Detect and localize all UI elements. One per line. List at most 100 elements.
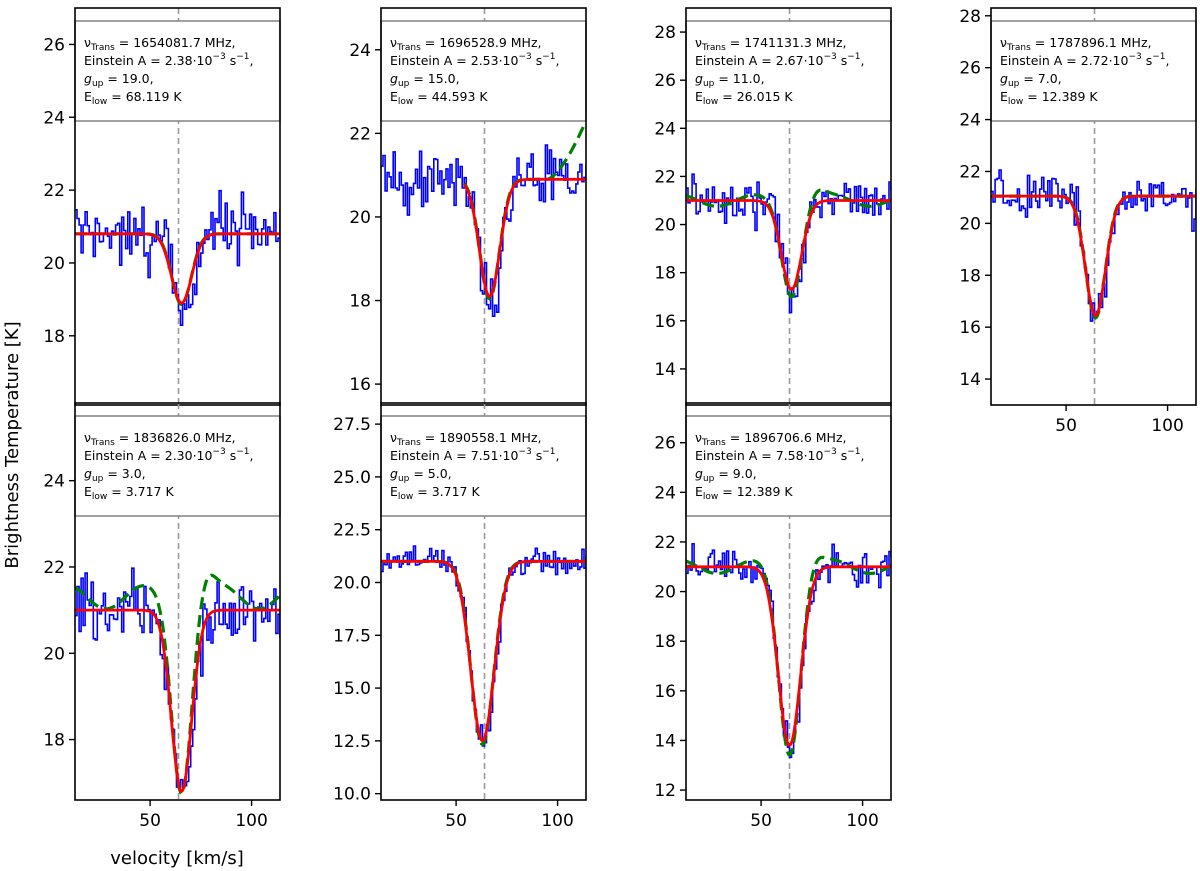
panel-3: νTrans = 1741131.3 MHz,Einstein A = 2.67… bbox=[654, 7, 892, 406]
model-full-fit bbox=[381, 559, 586, 747]
elow-label: Elow = 3.717 K bbox=[390, 484, 480, 502]
gup-value: = 9.0, bbox=[714, 466, 756, 481]
panel-6: νTrans = 1890558.1 MHz,Einstein A = 7.51… bbox=[333, 402, 587, 831]
y-tick-label: 22 bbox=[654, 167, 676, 187]
y-tick-label: 18 bbox=[43, 731, 65, 751]
nu-trans-label: νTrans = 1741131.3 MHz, bbox=[695, 35, 847, 53]
einstein-a-label: Einstein A = 2.72·10−3 s−1, bbox=[1000, 52, 1170, 68]
y-tick-label: 26 bbox=[654, 434, 676, 454]
y-tick-label: 28 bbox=[959, 7, 981, 27]
y-tick-label: 24 bbox=[43, 472, 65, 492]
y-tick-label: 16 bbox=[654, 312, 676, 332]
plot-area bbox=[686, 8, 891, 405]
panel-5: νTrans = 1836826.0 MHz,Einstein A = 2.30… bbox=[43, 402, 281, 831]
elow-label: Elow = 68.119 K bbox=[84, 89, 182, 107]
gup-value: = 7.0, bbox=[1019, 71, 1061, 86]
nu-trans-value: = 1787896.1 MHz, bbox=[1031, 35, 1152, 50]
y-tick-label: 20 bbox=[959, 214, 981, 234]
axes-frame bbox=[380, 7, 587, 406]
y-tick-label: 12 bbox=[654, 781, 676, 801]
elow-value: = 12.389 K bbox=[718, 484, 793, 499]
nu-trans-value: = 1696528.9 MHz, bbox=[421, 35, 542, 50]
panel-2: νTrans = 1696528.9 MHz,Einstein A = 2.53… bbox=[349, 7, 587, 406]
model-line-fit bbox=[463, 177, 586, 298]
y-tick-label: 20 bbox=[349, 208, 371, 228]
y-tick-label: 15.0 bbox=[333, 679, 371, 699]
nu-trans-label: νTrans = 1890558.1 MHz, bbox=[390, 430, 542, 448]
y-tick-label: 24 bbox=[349, 41, 371, 61]
model-line-fit bbox=[991, 194, 1196, 318]
gup-value: = 3.0, bbox=[103, 466, 145, 481]
x-tick-label: 100 bbox=[235, 811, 267, 831]
gup-label: gup = 15.0, bbox=[390, 71, 460, 89]
gup-value: = 19.0, bbox=[103, 71, 153, 86]
x-axis-title: velocity [km/s] bbox=[110, 848, 244, 869]
gup-label: gup = 7.0, bbox=[1000, 71, 1062, 89]
nu-trans-value: = 1836826.0 MHz, bbox=[115, 430, 236, 445]
axes-frame bbox=[380, 402, 587, 801]
panel-4: νTrans = 1787896.1 MHz,Einstein A = 2.72… bbox=[959, 7, 1197, 436]
elow-label: Elow = 26.015 K bbox=[695, 89, 793, 107]
y-tick-label: 22 bbox=[43, 181, 65, 201]
plot-area bbox=[686, 403, 891, 800]
y-tick-label: 27.5 bbox=[333, 415, 371, 435]
y-tick-label: 18 bbox=[654, 264, 676, 284]
axes-frame bbox=[74, 402, 281, 801]
elow-label: Elow = 3.717 K bbox=[84, 484, 174, 502]
y-axis-title: Brightness Temperature [K] bbox=[2, 321, 23, 568]
y-tick-label: 22 bbox=[43, 558, 65, 578]
nu-trans-label: νTrans = 1896706.6 MHz, bbox=[695, 430, 847, 448]
axes-frame bbox=[990, 7, 1197, 406]
model-line-fit bbox=[75, 232, 280, 305]
y-tick-label: 24 bbox=[43, 108, 65, 128]
transition-info-box bbox=[685, 415, 892, 517]
panels-group: νTrans = 1654081.7 MHz,Einstein A = 2.38… bbox=[43, 7, 1197, 831]
y-tick-label: 18 bbox=[959, 266, 981, 286]
y-tick-label: 17.5 bbox=[333, 626, 371, 646]
model-full-fit bbox=[686, 555, 891, 758]
y-tick-label: 22 bbox=[349, 124, 371, 144]
elow-value: = 68.119 K bbox=[107, 89, 182, 104]
elow-label: Elow = 44.593 K bbox=[390, 89, 488, 107]
model-full-fit bbox=[75, 573, 280, 796]
gup-label: gup = 11.0, bbox=[695, 71, 765, 89]
y-tick-label: 24 bbox=[959, 111, 981, 131]
x-tick-label: 100 bbox=[1151, 416, 1183, 436]
gup-value: = 5.0, bbox=[409, 466, 451, 481]
y-tick-label: 12.5 bbox=[333, 732, 371, 752]
plot-area bbox=[75, 8, 280, 405]
model-line-fit bbox=[75, 608, 280, 794]
transition-info-box bbox=[74, 415, 281, 517]
gup-label: gup = 3.0, bbox=[84, 466, 146, 484]
model-full-fit bbox=[462, 120, 586, 301]
y-tick-label: 16 bbox=[654, 682, 676, 702]
gup-label: gup = 9.0, bbox=[695, 466, 757, 484]
transition-info-box bbox=[74, 20, 281, 122]
model-full-fit bbox=[686, 188, 891, 299]
y-tick-label: 22 bbox=[654, 533, 676, 553]
observed-spectrum bbox=[75, 189, 280, 326]
y-tick-label: 22 bbox=[959, 162, 981, 182]
elow-value: = 12.389 K bbox=[1023, 89, 1098, 104]
y-tick-label: 16 bbox=[349, 375, 371, 395]
y-tick-label: 28 bbox=[654, 23, 676, 43]
y-tick-label: 20 bbox=[43, 254, 65, 274]
y-tick-label: 14 bbox=[959, 370, 981, 390]
model-full-fit bbox=[991, 194, 1196, 320]
y-tick-label: 25.0 bbox=[333, 468, 371, 488]
nu-trans-value: = 1654081.7 MHz, bbox=[115, 35, 236, 50]
gup-label: gup = 19.0, bbox=[84, 71, 154, 89]
gup-label: gup = 5.0, bbox=[390, 466, 452, 484]
plot-area bbox=[991, 8, 1196, 405]
einstein-a-label: Einstein A = 2.38·10−3 s−1, bbox=[84, 52, 254, 68]
elow-value: = 26.015 K bbox=[718, 89, 793, 104]
y-tick-label: 24 bbox=[654, 119, 676, 139]
y-tick-label: 20 bbox=[654, 583, 676, 603]
y-tick-label: 18 bbox=[654, 632, 676, 652]
nu-trans-label: νTrans = 1654081.7 MHz, bbox=[84, 35, 236, 53]
x-tick-label: 100 bbox=[541, 811, 573, 831]
plot-area bbox=[381, 8, 586, 405]
y-tick-label: 18 bbox=[349, 292, 371, 312]
nu-trans-label: νTrans = 1836826.0 MHz, bbox=[84, 430, 236, 448]
